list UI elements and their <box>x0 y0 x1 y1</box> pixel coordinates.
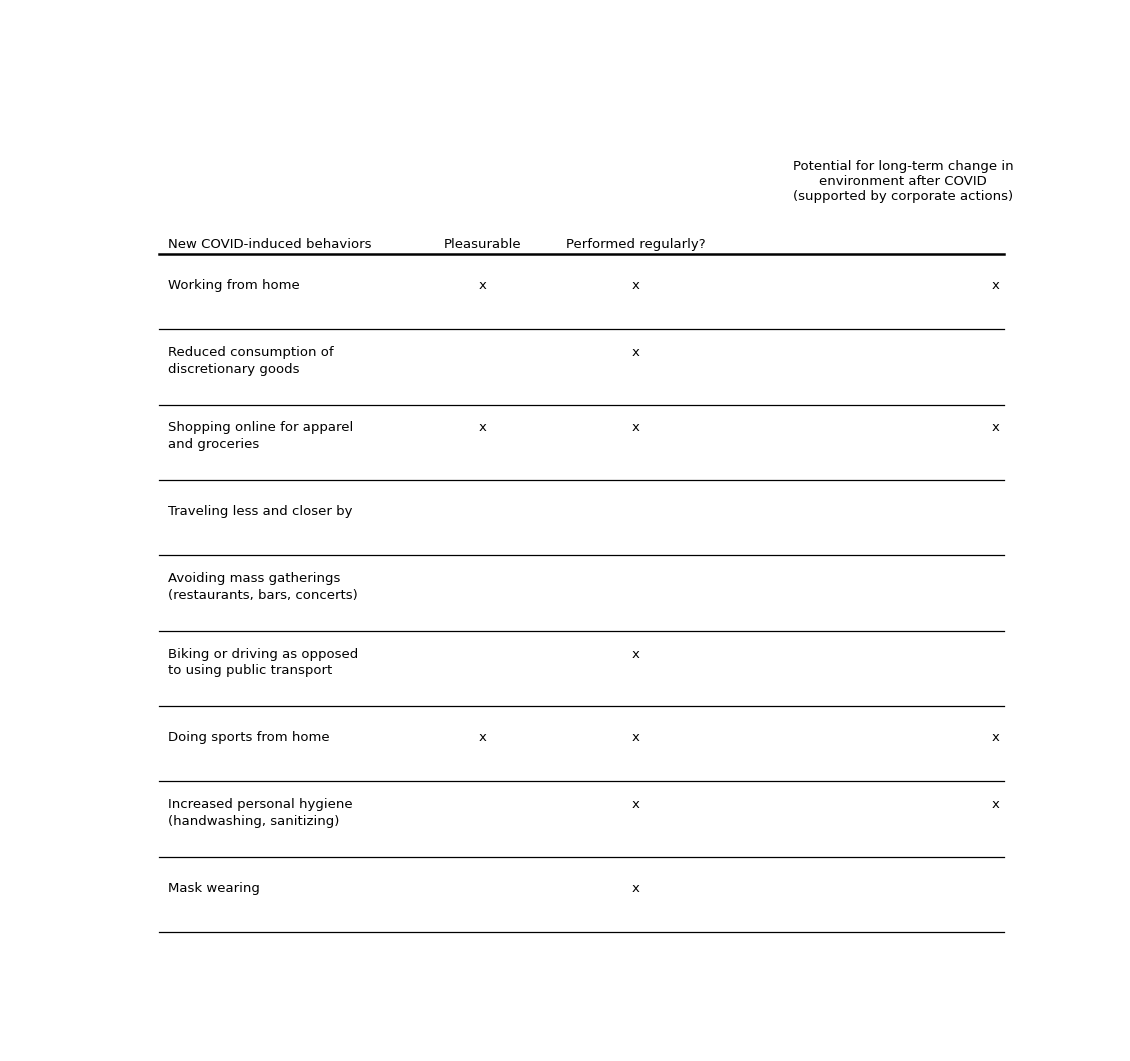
Text: x: x <box>632 421 640 435</box>
Text: Biking or driving as opposed: Biking or driving as opposed <box>167 647 358 661</box>
Text: x: x <box>479 421 487 435</box>
Text: Avoiding mass gatherings: Avoiding mass gatherings <box>167 572 340 586</box>
Text: discretionary goods: discretionary goods <box>167 363 299 376</box>
Text: to using public transport: to using public transport <box>167 664 332 677</box>
Text: (handwashing, sanitizing): (handwashing, sanitizing) <box>167 815 339 828</box>
Text: x: x <box>479 279 487 292</box>
Text: x: x <box>632 798 640 812</box>
Text: x: x <box>991 279 999 292</box>
Text: Traveling less and closer by: Traveling less and closer by <box>167 505 353 518</box>
Text: Shopping online for apparel: Shopping online for apparel <box>167 421 353 435</box>
Text: x: x <box>632 346 640 360</box>
Text: x: x <box>632 647 640 661</box>
Text: x: x <box>632 882 640 894</box>
Text: Potential for long-term change in
environment after COVID
(supported by corporat: Potential for long-term change in enviro… <box>793 160 1014 203</box>
Text: (restaurants, bars, concerts): (restaurants, bars, concerts) <box>167 589 357 602</box>
Text: Reduced consumption of: Reduced consumption of <box>167 346 333 360</box>
Text: Doing sports from home: Doing sports from home <box>167 731 329 744</box>
Text: Increased personal hygiene: Increased personal hygiene <box>167 798 353 812</box>
Text: x: x <box>632 279 640 292</box>
Text: Mask wearing: Mask wearing <box>167 882 260 894</box>
Text: Pleasurable: Pleasurable <box>444 238 522 250</box>
Text: and groceries: and groceries <box>167 438 259 451</box>
Text: x: x <box>479 731 487 744</box>
Text: x: x <box>991 731 999 744</box>
Text: Performed regularly?: Performed regularly? <box>566 238 706 250</box>
Text: x: x <box>632 731 640 744</box>
Text: New COVID-induced behaviors: New COVID-induced behaviors <box>167 238 371 250</box>
Text: Working from home: Working from home <box>167 279 299 292</box>
Text: x: x <box>991 798 999 812</box>
Text: x: x <box>991 421 999 435</box>
